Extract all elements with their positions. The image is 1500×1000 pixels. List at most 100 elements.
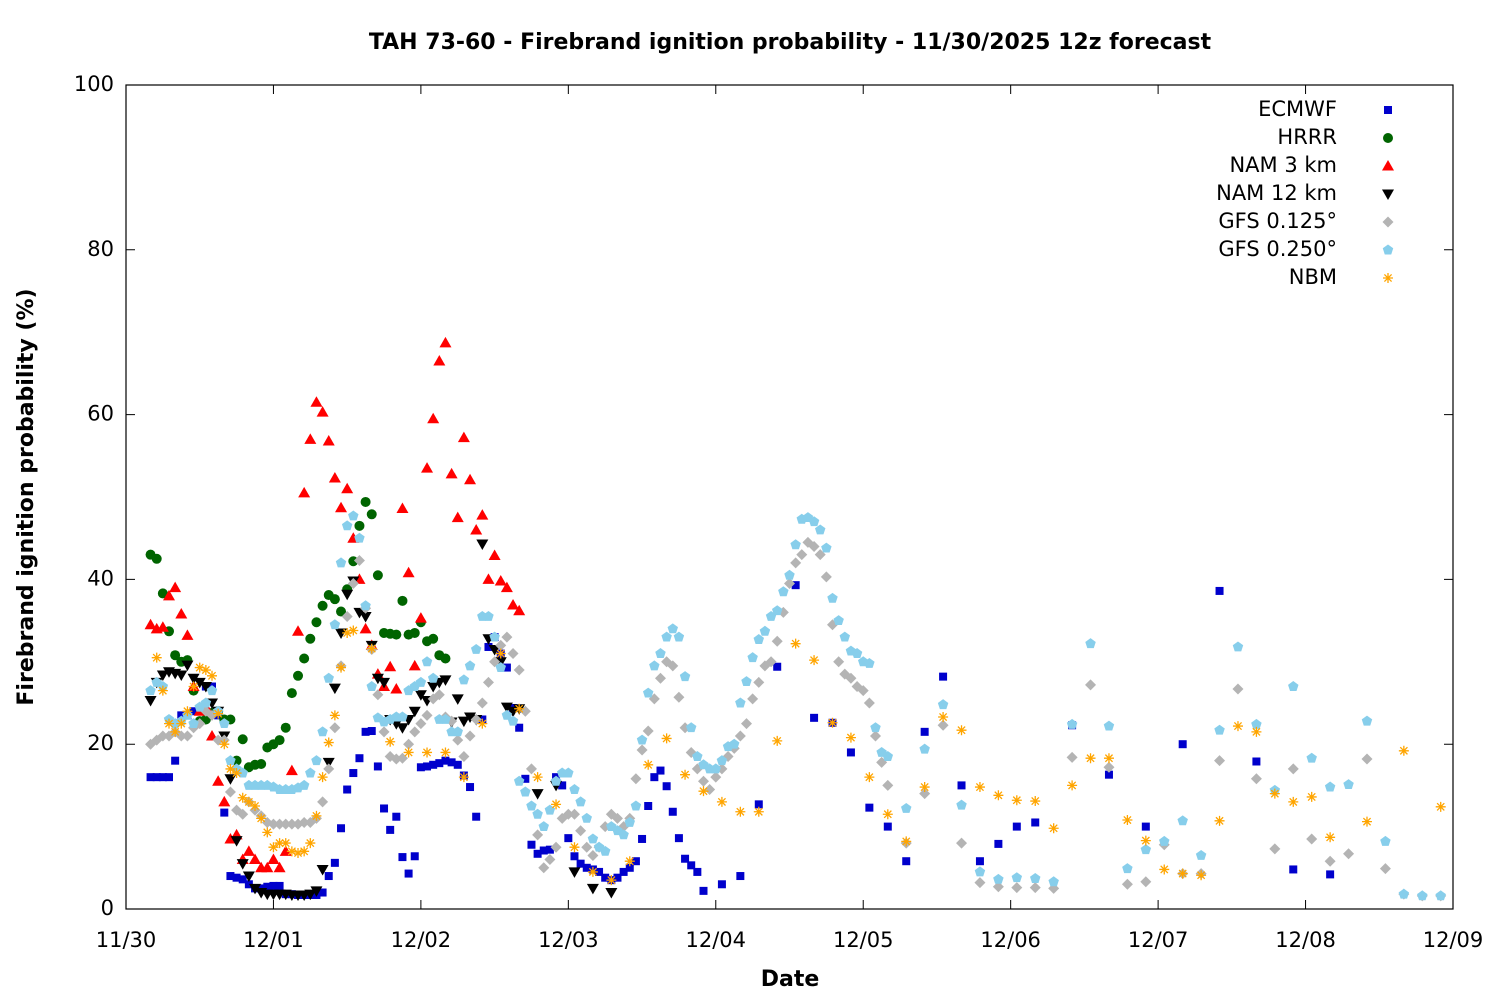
data-point <box>440 653 451 664</box>
data-point <box>937 699 949 710</box>
data-point <box>974 877 986 889</box>
data-point <box>611 812 623 824</box>
data-point <box>330 858 339 867</box>
data-point <box>624 856 635 867</box>
data-point <box>298 779 310 790</box>
data-point <box>359 611 372 623</box>
data-point <box>1251 718 1262 729</box>
legend-label: GFS 0.125° <box>1218 209 1337 233</box>
data-point <box>993 790 1004 801</box>
data-point <box>409 627 420 638</box>
data-point <box>1214 815 1225 826</box>
data-point <box>293 847 304 858</box>
data-point <box>618 829 629 840</box>
data-point <box>323 672 334 683</box>
data-point <box>1380 835 1391 846</box>
legend-marker <box>1383 273 1393 283</box>
data-point <box>625 863 634 872</box>
data-point <box>176 718 187 729</box>
data-point <box>1177 815 1188 826</box>
data-point <box>1178 740 1187 749</box>
data-point <box>224 786 236 798</box>
data-point <box>273 861 286 873</box>
data-point <box>631 857 640 866</box>
data-point <box>353 554 365 566</box>
data-point <box>354 520 365 531</box>
data-point <box>1398 745 1409 756</box>
data-point <box>661 631 672 642</box>
data-point <box>1012 822 1021 831</box>
data-point <box>1031 818 1040 827</box>
x-tick-label: 12/03 <box>538 928 599 952</box>
data-point <box>1141 822 1150 831</box>
data-point <box>322 434 335 446</box>
data-point <box>1251 726 1262 737</box>
data-point <box>1343 848 1355 860</box>
data-point <box>833 656 845 668</box>
data-point <box>957 781 966 790</box>
data-point <box>262 827 273 838</box>
data-point <box>451 511 464 523</box>
data-point <box>1140 844 1152 855</box>
data-point <box>360 600 371 611</box>
data-point <box>1326 870 1335 879</box>
data-point <box>642 687 654 698</box>
data-point <box>341 482 354 494</box>
data-point <box>193 677 206 689</box>
data-point <box>1269 788 1280 799</box>
data-point <box>163 589 176 601</box>
data-point <box>274 735 285 746</box>
data-point <box>642 725 654 737</box>
data-point <box>919 743 930 754</box>
data-point <box>1030 796 1041 807</box>
data-point <box>810 713 819 722</box>
data-point <box>164 718 175 729</box>
data-point <box>747 693 759 705</box>
data-point <box>902 857 911 866</box>
data-point <box>993 873 1004 884</box>
data-point <box>458 772 469 783</box>
data-point <box>146 773 155 782</box>
data-point <box>846 748 855 757</box>
data-point <box>1011 872 1023 883</box>
data-point <box>698 786 709 797</box>
data-point <box>317 796 329 808</box>
data-point <box>919 788 931 800</box>
data-point <box>1048 823 1059 834</box>
data-point <box>285 764 298 776</box>
data-point <box>494 575 507 586</box>
data-point <box>304 889 317 901</box>
data-point <box>453 760 462 769</box>
data-point <box>280 722 291 733</box>
data-point <box>533 849 542 858</box>
data-point <box>882 751 894 762</box>
data-point <box>784 578 795 590</box>
data-point <box>638 834 647 843</box>
data-point <box>237 808 249 820</box>
data-point <box>1343 779 1354 790</box>
data-point <box>784 569 795 580</box>
data-point <box>347 578 359 590</box>
data-point <box>501 709 513 720</box>
data-point <box>439 675 452 686</box>
data-point <box>256 758 267 769</box>
data-point <box>636 734 648 745</box>
data-point <box>994 839 1003 848</box>
data-point <box>324 872 333 881</box>
data-point <box>851 648 863 659</box>
data-point <box>415 718 427 730</box>
data-point <box>753 676 765 688</box>
data-point <box>232 873 241 882</box>
data-point <box>1215 586 1224 595</box>
data-point <box>200 697 212 708</box>
data-point <box>305 767 316 778</box>
data-point <box>650 773 659 782</box>
data-point <box>507 648 519 660</box>
data-point <box>644 802 653 810</box>
legend-label: NBM <box>1289 265 1337 289</box>
data-point <box>587 866 598 877</box>
data-point <box>489 631 500 642</box>
data-point <box>661 733 672 744</box>
data-point <box>181 629 194 640</box>
data-point <box>170 726 181 737</box>
